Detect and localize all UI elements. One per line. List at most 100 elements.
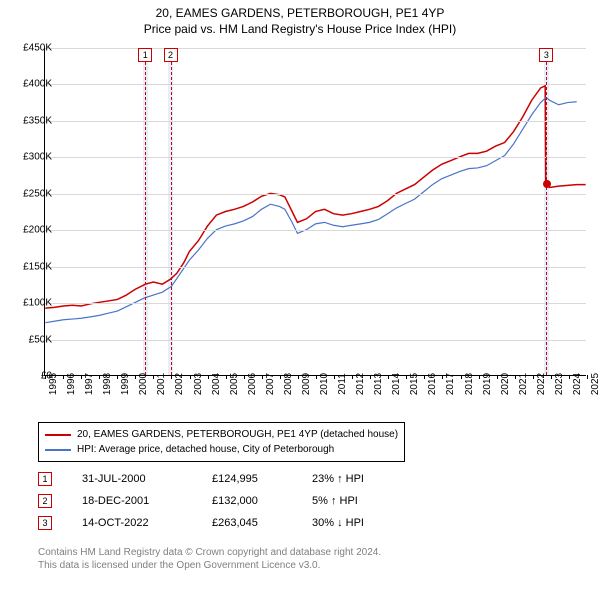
sales-table: 131-JUL-2000£124,99523% ↑ HPI218-DEC-200… xyxy=(38,468,432,534)
legend-item: HPI: Average price, detached house, City… xyxy=(45,442,398,457)
y-axis-label: £200K xyxy=(23,225,52,236)
x-tick xyxy=(352,375,353,379)
x-axis-label: 2017 xyxy=(445,373,456,395)
x-axis-label: 1996 xyxy=(66,373,77,395)
y-gridline xyxy=(45,84,586,85)
x-tick xyxy=(99,375,100,379)
x-tick xyxy=(226,375,227,379)
x-axis-label: 2016 xyxy=(427,373,438,395)
y-axis-label: £350K xyxy=(23,115,52,126)
x-tick xyxy=(442,375,443,379)
x-axis-label: 1995 xyxy=(48,373,59,395)
x-tick xyxy=(244,375,245,379)
x-axis-label: 2014 xyxy=(391,373,402,395)
sale-row: 314-OCT-2022£263,04530% ↓ HPI xyxy=(38,512,432,534)
x-tick xyxy=(208,375,209,379)
chart-title-line1: 20, EAMES GARDENS, PETERBOROUGH, PE1 4YP xyxy=(0,6,600,20)
y-gridline xyxy=(45,48,586,49)
x-axis-label: 2022 xyxy=(536,373,547,395)
y-axis-label: £150K xyxy=(23,261,52,272)
y-gridline xyxy=(45,267,586,268)
x-axis-label: 2005 xyxy=(229,373,240,395)
x-axis-label: 2013 xyxy=(373,373,384,395)
marker-line xyxy=(546,62,547,375)
marker-number-box: 3 xyxy=(539,48,553,62)
y-gridline xyxy=(45,121,586,122)
x-axis-label: 2015 xyxy=(409,373,420,395)
x-tick xyxy=(171,375,172,379)
x-axis-label: 1998 xyxy=(102,373,113,395)
x-tick xyxy=(81,375,82,379)
x-tick xyxy=(569,375,570,379)
sale-marker-box: 2 xyxy=(38,494,52,508)
x-tick xyxy=(334,375,335,379)
sale-vs-hpi: 23% ↑ HPI xyxy=(312,473,432,485)
chart-plot-area: 123 xyxy=(44,48,586,376)
x-tick xyxy=(551,375,552,379)
x-axis-label: 2021 xyxy=(518,373,529,395)
sale-price: £124,995 xyxy=(212,473,312,485)
x-tick xyxy=(316,375,317,379)
x-tick xyxy=(406,375,407,379)
x-axis-label: 2019 xyxy=(482,373,493,395)
x-axis-label: 2009 xyxy=(301,373,312,395)
x-tick xyxy=(153,375,154,379)
x-tick xyxy=(461,375,462,379)
y-gridline xyxy=(45,340,586,341)
x-tick xyxy=(135,375,136,379)
x-axis-label: 2007 xyxy=(265,373,276,395)
x-tick xyxy=(388,375,389,379)
x-tick xyxy=(515,375,516,379)
marker-line xyxy=(145,62,146,375)
footer-line1: Contains HM Land Registry data © Crown c… xyxy=(38,546,381,559)
series-line-price_paid xyxy=(45,86,585,308)
sale-vs-hpi: 5% ↑ HPI xyxy=(312,495,432,507)
x-axis-label: 2025 xyxy=(590,373,600,395)
x-tick xyxy=(117,375,118,379)
marker-number-box: 1 xyxy=(138,48,152,62)
sale-date: 14-OCT-2022 xyxy=(82,517,212,529)
x-axis-label: 1999 xyxy=(120,373,131,395)
sale-price: £132,000 xyxy=(212,495,312,507)
x-axis-label: 2004 xyxy=(211,373,222,395)
sale-marker-box: 3 xyxy=(38,516,52,530)
sale-marker-box: 1 xyxy=(38,472,52,486)
y-gridline xyxy=(45,230,586,231)
y-gridline xyxy=(45,303,586,304)
legend-swatch xyxy=(45,434,71,436)
legend-item: 20, EAMES GARDENS, PETERBOROUGH, PE1 4YP… xyxy=(45,427,398,442)
sale-vs-hpi: 30% ↓ HPI xyxy=(312,517,432,529)
y-axis-label: £450K xyxy=(23,43,52,54)
y-gridline xyxy=(45,194,586,195)
x-axis-label: 2011 xyxy=(337,373,348,395)
footer-line2: This data is licensed under the Open Gov… xyxy=(38,559,381,572)
x-tick xyxy=(262,375,263,379)
x-axis-label: 2008 xyxy=(283,373,294,395)
chart-title-line2: Price paid vs. HM Land Registry's House … xyxy=(0,22,600,36)
x-tick xyxy=(587,375,588,379)
legend-swatch xyxy=(45,449,71,451)
series-line-hpi xyxy=(45,97,576,322)
x-axis-label: 2024 xyxy=(572,373,583,395)
price-drop-dot xyxy=(543,180,551,188)
x-tick xyxy=(280,375,281,379)
x-tick xyxy=(190,375,191,379)
x-tick xyxy=(63,375,64,379)
legend-label: HPI: Average price, detached house, City… xyxy=(77,444,334,455)
x-tick xyxy=(497,375,498,379)
x-axis-label: 2003 xyxy=(193,373,204,395)
sale-row: 218-DEC-2001£132,0005% ↑ HPI xyxy=(38,490,432,512)
x-axis-label: 2002 xyxy=(174,373,185,395)
x-tick xyxy=(424,375,425,379)
footer-attribution: Contains HM Land Registry data © Crown c… xyxy=(38,546,381,572)
y-axis-label: £250K xyxy=(23,188,52,199)
x-axis-label: 2000 xyxy=(138,373,149,395)
x-axis-label: 2010 xyxy=(319,373,330,395)
legend-box: 20, EAMES GARDENS, PETERBOROUGH, PE1 4YP… xyxy=(38,422,405,462)
x-axis-label: 2020 xyxy=(500,373,511,395)
x-axis-label: 2001 xyxy=(156,373,167,395)
x-tick xyxy=(298,375,299,379)
y-axis-label: £100K xyxy=(23,298,52,309)
sale-row: 131-JUL-2000£124,99523% ↑ HPI xyxy=(38,468,432,490)
y-gridline xyxy=(45,157,586,158)
